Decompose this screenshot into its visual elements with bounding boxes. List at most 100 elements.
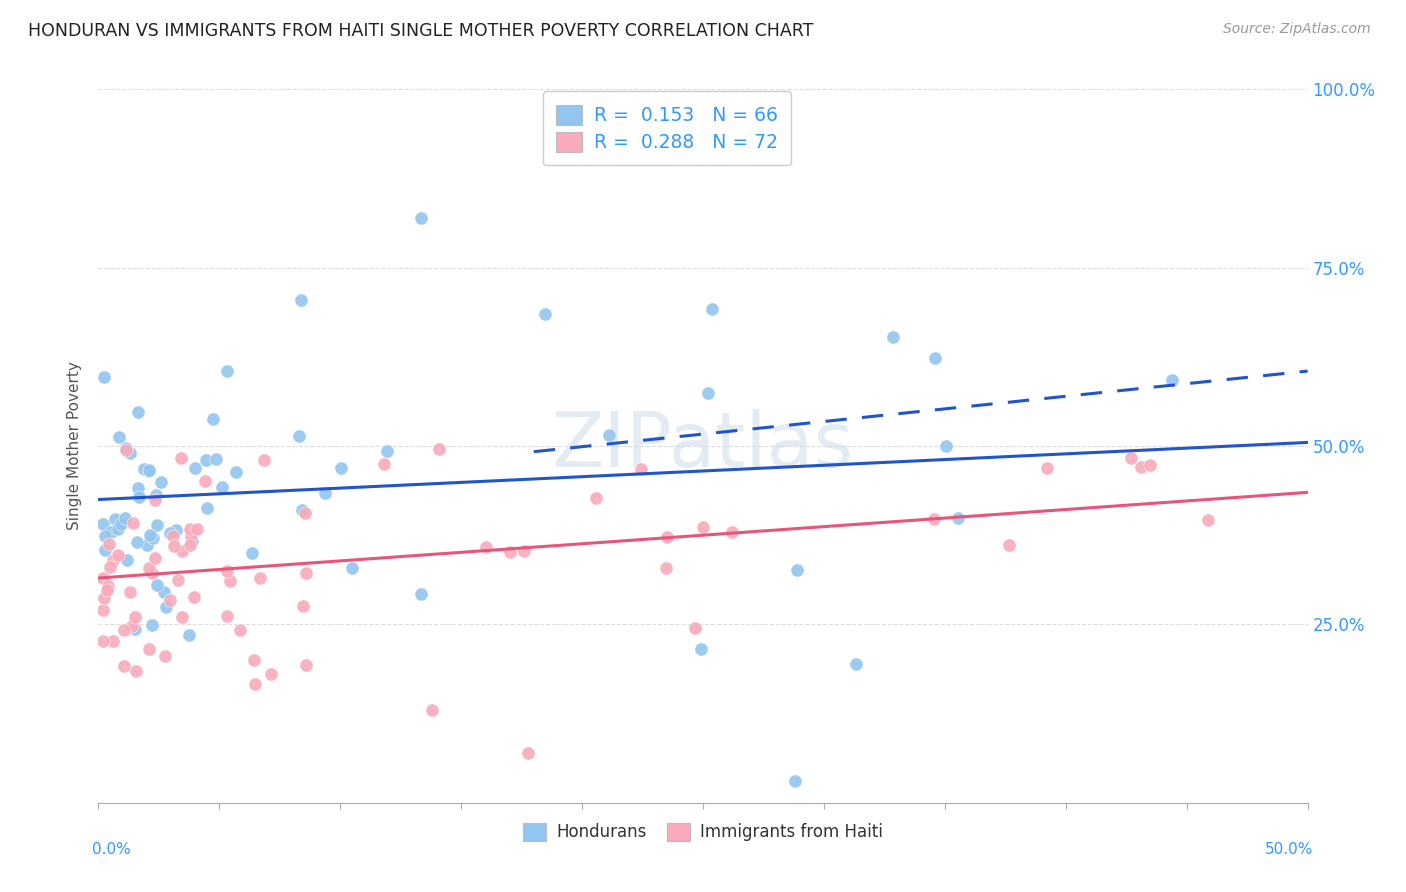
Point [138,641,160,656]
Point [375,444,398,458]
Point [697,385,720,400]
Point [165,523,187,537]
Point [654,561,676,575]
Legend: R =  0.153   N = 66, R =  0.288   N = 72: R = 0.153 N = 66, R = 0.288 N = 72 [543,92,790,165]
Point [145,488,167,502]
Point [253,453,276,467]
Point [205,451,228,466]
Point [138,464,160,478]
Point [427,442,450,456]
Point [104,512,127,526]
Point [935,439,957,453]
Point [177,627,200,641]
Point [93,591,115,606]
Point [114,442,136,456]
Point [243,653,266,667]
Point [142,531,165,545]
Point [145,492,167,507]
Point [211,480,233,494]
Point [585,491,607,505]
Point [186,523,208,537]
Point [94,529,117,543]
Point [882,330,904,344]
Point [101,634,124,648]
Point [242,546,264,560]
Point [997,538,1019,552]
Point [598,428,620,442]
Point [115,443,138,458]
Point [295,658,318,673]
Point [785,774,807,789]
Point [162,529,184,543]
Point [183,590,205,604]
Point [946,510,969,524]
Point [517,746,540,760]
Point [110,517,132,532]
Point [91,633,114,648]
Point [91,516,114,531]
Point [143,551,166,566]
Point [101,553,124,567]
Point [411,211,433,225]
Point [630,462,652,476]
Point [409,587,432,601]
Point [93,602,115,616]
Point [91,571,114,585]
Point [97,579,120,593]
Point [217,609,239,624]
Point [114,510,136,524]
Point [136,538,159,552]
Point [924,351,946,366]
Point [179,538,201,552]
Text: HONDURAN VS IMMIGRANTS FROM HAITI SINGLE MOTHER POVERTY CORRELATION CHART: HONDURAN VS IMMIGRANTS FROM HAITI SINGLE… [28,22,814,40]
Point [128,490,150,504]
Point [120,445,142,459]
Point [121,516,143,530]
Point [180,528,202,542]
Point [295,566,318,581]
Text: ZIPatlas: ZIPatlas [551,409,855,483]
Point [107,522,129,536]
Point [112,623,135,637]
Point [201,411,224,425]
Point [181,534,204,549]
Point [290,293,312,307]
Point [153,584,176,599]
Point [1130,459,1153,474]
Point [1119,450,1142,465]
Point [139,528,162,542]
Point [124,610,146,624]
Point [127,481,149,495]
Point [96,583,118,598]
Point [225,465,247,479]
Point [112,659,135,673]
Point [1197,512,1219,526]
Point [141,566,163,580]
Text: 0.0%: 0.0% [93,842,131,857]
Point [922,512,945,526]
Point [138,560,160,574]
Y-axis label: Single Mother Poverty: Single Mother Poverty [67,361,83,531]
Point [294,506,316,520]
Point [150,475,173,489]
Point [94,543,117,558]
Point [170,450,193,465]
Point [655,530,678,544]
Point [373,457,395,471]
Point [786,562,808,576]
Point [219,574,242,588]
Point [107,429,129,443]
Point [249,571,271,585]
Point [146,578,169,592]
Point [132,462,155,476]
Point [159,592,181,607]
Point [1139,458,1161,472]
Point [155,600,177,615]
Point [513,544,536,558]
Point [121,619,143,633]
Point [98,560,121,574]
Point [163,539,186,553]
Text: Source: ZipAtlas.com: Source: ZipAtlas.com [1223,22,1371,37]
Point [314,485,336,500]
Point [260,667,283,681]
